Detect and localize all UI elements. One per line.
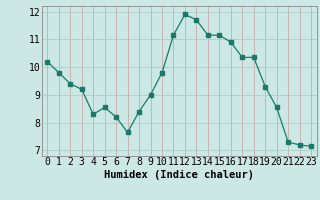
X-axis label: Humidex (Indice chaleur): Humidex (Indice chaleur) (104, 170, 254, 180)
